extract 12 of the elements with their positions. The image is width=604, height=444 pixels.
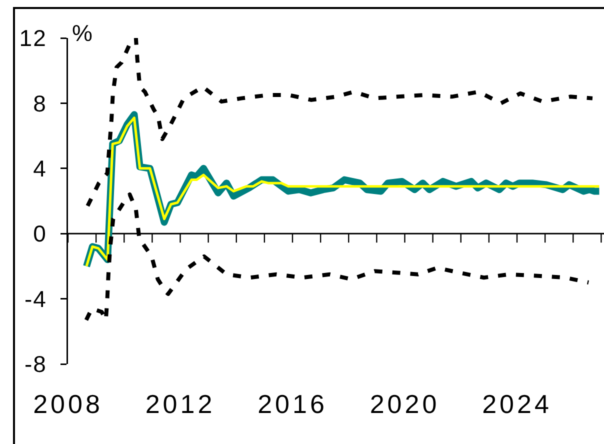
x-tick-label: 2024 bbox=[482, 389, 552, 419]
y-tick-label: 8 bbox=[33, 90, 47, 116]
y-axis-title: % bbox=[72, 20, 92, 46]
y-tick-label: 4 bbox=[33, 155, 47, 182]
x-tick-label: 2008 bbox=[33, 389, 103, 419]
y-tick-label: 12 bbox=[19, 25, 47, 52]
x-tick-label: 2012 bbox=[145, 389, 216, 419]
y-tick-label: 0 bbox=[33, 220, 47, 247]
x-tick-label: 2020 bbox=[370, 389, 440, 419]
y-tick-label: -8 bbox=[24, 351, 47, 378]
y-tick-label: -4 bbox=[24, 286, 47, 312]
x-tick-label: 2016 bbox=[258, 389, 328, 419]
